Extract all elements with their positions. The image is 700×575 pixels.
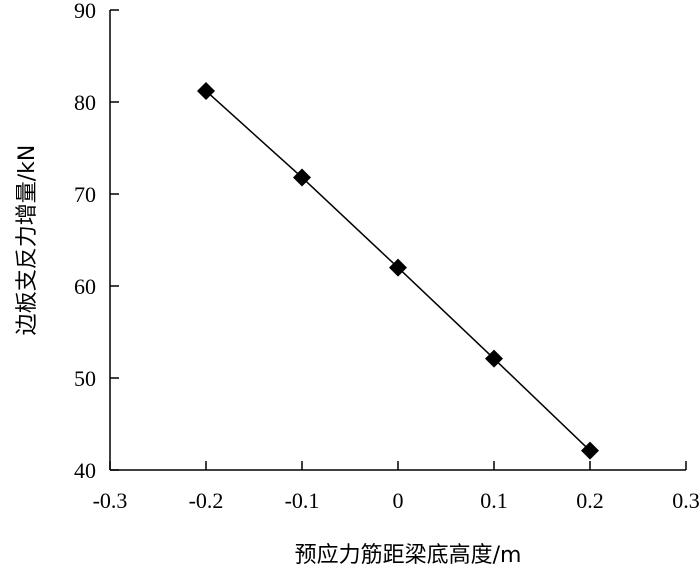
x-tick-label: 0.1 (480, 488, 508, 513)
data-point-marker (581, 441, 599, 460)
y-axis-title: 边板支反力增量/kN (15, 145, 40, 336)
data-point-marker (293, 168, 311, 187)
x-tick-label: 0 (393, 488, 404, 513)
y-tick-label: 70 (74, 182, 96, 207)
data-point-marker (197, 81, 215, 100)
data-series (197, 81, 599, 460)
y-tick-label: 80 (74, 90, 96, 115)
y-tick-label: 40 (74, 458, 96, 483)
x-axis-title: 预应力筋距梁底高度/m (295, 543, 522, 568)
data-point-marker (485, 349, 503, 368)
axes (109, 10, 686, 471)
y-tick-label: 90 (74, 0, 96, 23)
y-tick-label: 50 (74, 366, 96, 391)
x-tick-label: 0.3 (672, 488, 700, 513)
x-tick-label: -0.3 (93, 488, 128, 513)
ticks: 40 50 60 70 80 90 -0.3 -0.2 -0.1 0 0.1 0.2 0.3 (74, 0, 700, 513)
data-point-marker (389, 258, 407, 277)
y-tick-label: 60 (74, 274, 96, 299)
x-tick-label: -0.1 (285, 488, 320, 513)
x-tick-label: 0.2 (576, 488, 604, 513)
x-tick-label: -0.2 (189, 488, 224, 513)
